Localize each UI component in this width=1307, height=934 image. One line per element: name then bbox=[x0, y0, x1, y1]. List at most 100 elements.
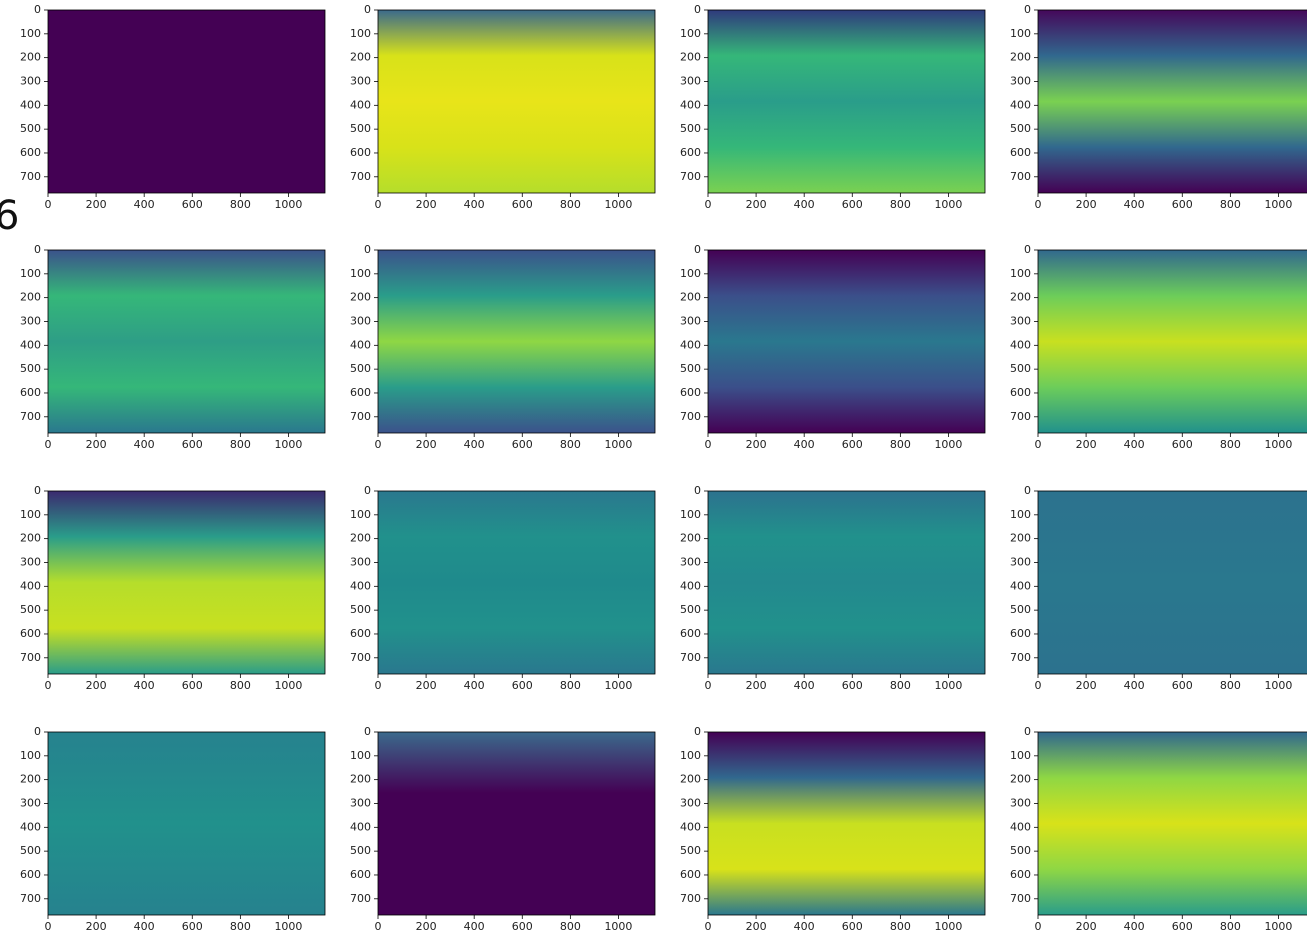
y-tick-label: 200 bbox=[680, 773, 701, 786]
heatmap-image bbox=[378, 250, 655, 433]
x-tick-label: 200 bbox=[86, 198, 107, 211]
y-tick-label: 600 bbox=[1010, 627, 1031, 640]
y-tick-label: 0 bbox=[694, 725, 701, 738]
x-tick-label: 1000 bbox=[934, 438, 962, 451]
x-tick-label: 600 bbox=[842, 198, 863, 211]
x-tick-label: 800 bbox=[1220, 679, 1241, 692]
x-tick-label: 200 bbox=[416, 679, 437, 692]
y-tick-label: 500 bbox=[1010, 122, 1031, 135]
panel: 020040060080010000100200300400500600700 bbox=[1010, 243, 1307, 451]
heatmap-image bbox=[1038, 250, 1307, 433]
y-tick-label: 0 bbox=[1024, 725, 1031, 738]
y-tick-label: 100 bbox=[680, 508, 701, 521]
panel: 020040060080010000100200300400500600700 bbox=[680, 243, 985, 451]
x-tick-label: 1000 bbox=[1264, 679, 1292, 692]
y-tick-label: 0 bbox=[1024, 484, 1031, 497]
x-tick-label: 400 bbox=[1124, 920, 1145, 933]
y-tick-label: 700 bbox=[680, 410, 701, 423]
x-tick-label: 200 bbox=[1076, 198, 1097, 211]
x-tick-label: 1000 bbox=[1264, 920, 1292, 933]
y-tick-label: 100 bbox=[1010, 267, 1031, 280]
y-tick-label: 0 bbox=[364, 484, 371, 497]
y-tick-label: 200 bbox=[20, 773, 41, 786]
x-tick-label: 800 bbox=[230, 198, 251, 211]
x-tick-label: 600 bbox=[182, 679, 203, 692]
y-tick-label: 700 bbox=[20, 170, 41, 183]
y-tick-label: 500 bbox=[350, 844, 371, 857]
x-tick-label: 0 bbox=[375, 198, 382, 211]
y-tick-label: 0 bbox=[364, 3, 371, 16]
x-tick-label: 0 bbox=[45, 438, 52, 451]
y-tick-label: 0 bbox=[364, 725, 371, 738]
x-tick-label: 200 bbox=[86, 920, 107, 933]
y-tick-label: 700 bbox=[1010, 410, 1031, 423]
y-tick-label: 0 bbox=[694, 484, 701, 497]
x-tick-label: 800 bbox=[230, 920, 251, 933]
y-tick-label: 400 bbox=[350, 579, 371, 592]
x-tick-label: 200 bbox=[86, 438, 107, 451]
x-tick-label: 1000 bbox=[934, 679, 962, 692]
y-tick-label: 100 bbox=[680, 749, 701, 762]
y-tick-label: 400 bbox=[680, 98, 701, 111]
x-tick-label: 600 bbox=[182, 920, 203, 933]
y-tick-label: 400 bbox=[1010, 579, 1031, 592]
cut-off-text: 6 bbox=[0, 193, 19, 239]
y-tick-label: 200 bbox=[1010, 773, 1031, 786]
y-tick-label: 700 bbox=[680, 892, 701, 905]
page: {"cut_off_text": "6", "chart_data": [ {"… bbox=[0, 0, 1307, 934]
panel: 020040060080010000100200300400500600700 bbox=[350, 725, 655, 933]
y-tick-label: 700 bbox=[350, 651, 371, 664]
y-tick-label: 100 bbox=[20, 508, 41, 521]
y-tick-label: 100 bbox=[1010, 749, 1031, 762]
y-tick-label: 600 bbox=[680, 386, 701, 399]
y-tick-label: 700 bbox=[680, 651, 701, 664]
x-tick-label: 600 bbox=[182, 438, 203, 451]
x-tick-label: 1000 bbox=[934, 920, 962, 933]
y-tick-label: 500 bbox=[680, 122, 701, 135]
y-tick-label: 500 bbox=[1010, 603, 1031, 616]
x-tick-label: 1000 bbox=[934, 198, 962, 211]
x-tick-label: 0 bbox=[1035, 438, 1042, 451]
y-tick-label: 500 bbox=[350, 362, 371, 375]
x-tick-label: 1000 bbox=[604, 920, 632, 933]
x-tick-label: 400 bbox=[464, 198, 485, 211]
x-tick-label: 200 bbox=[746, 679, 767, 692]
x-tick-label: 600 bbox=[1172, 679, 1193, 692]
x-tick-label: 600 bbox=[512, 920, 533, 933]
y-tick-label: 300 bbox=[1010, 796, 1031, 809]
x-tick-label: 400 bbox=[1124, 438, 1145, 451]
heatmap-image bbox=[48, 491, 325, 674]
x-tick-label: 1000 bbox=[274, 198, 302, 211]
y-tick-label: 400 bbox=[680, 820, 701, 833]
heatmap-image bbox=[378, 10, 655, 193]
y-tick-label: 400 bbox=[20, 579, 41, 592]
x-tick-label: 800 bbox=[560, 198, 581, 211]
y-tick-label: 300 bbox=[1010, 74, 1031, 87]
x-tick-label: 600 bbox=[842, 438, 863, 451]
y-tick-label: 100 bbox=[20, 267, 41, 280]
y-tick-label: 100 bbox=[350, 267, 371, 280]
y-tick-label: 0 bbox=[1024, 243, 1031, 256]
x-tick-label: 800 bbox=[230, 679, 251, 692]
y-tick-label: 0 bbox=[34, 484, 41, 497]
heatmap-image bbox=[1038, 491, 1307, 674]
x-tick-label: 1000 bbox=[274, 438, 302, 451]
heatmap-image bbox=[708, 250, 985, 433]
x-tick-label: 0 bbox=[375, 679, 382, 692]
heatmap-image bbox=[48, 250, 325, 433]
x-tick-label: 0 bbox=[375, 438, 382, 451]
x-tick-label: 0 bbox=[45, 679, 52, 692]
y-tick-label: 100 bbox=[350, 749, 371, 762]
y-tick-label: 500 bbox=[680, 844, 701, 857]
x-tick-label: 400 bbox=[134, 198, 155, 211]
y-tick-label: 200 bbox=[1010, 532, 1031, 545]
heatmap-image bbox=[708, 732, 985, 915]
y-tick-label: 0 bbox=[694, 3, 701, 16]
x-tick-label: 800 bbox=[560, 920, 581, 933]
y-tick-label: 500 bbox=[1010, 844, 1031, 857]
panel: 020040060080010000100200300400500600700 bbox=[350, 484, 655, 692]
x-tick-label: 600 bbox=[1172, 198, 1193, 211]
y-tick-label: 400 bbox=[20, 338, 41, 351]
y-tick-label: 100 bbox=[1010, 27, 1031, 40]
